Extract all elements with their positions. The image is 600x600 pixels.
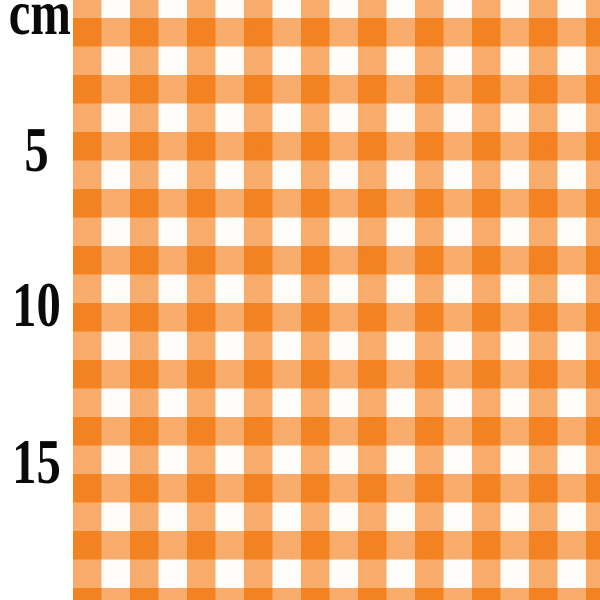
ruler-mark-5: 5 xyxy=(24,114,49,185)
ruler-mark-15: 15 xyxy=(12,426,61,497)
ruler-unit-label: cm xyxy=(8,0,71,48)
cm-ruler: cm 5 10 15 xyxy=(0,0,73,600)
fabric-area xyxy=(73,0,600,600)
ruler-mark-10: 10 xyxy=(12,269,61,340)
fabric-weave-texture xyxy=(73,0,600,600)
gingham-fabric xyxy=(73,0,600,600)
